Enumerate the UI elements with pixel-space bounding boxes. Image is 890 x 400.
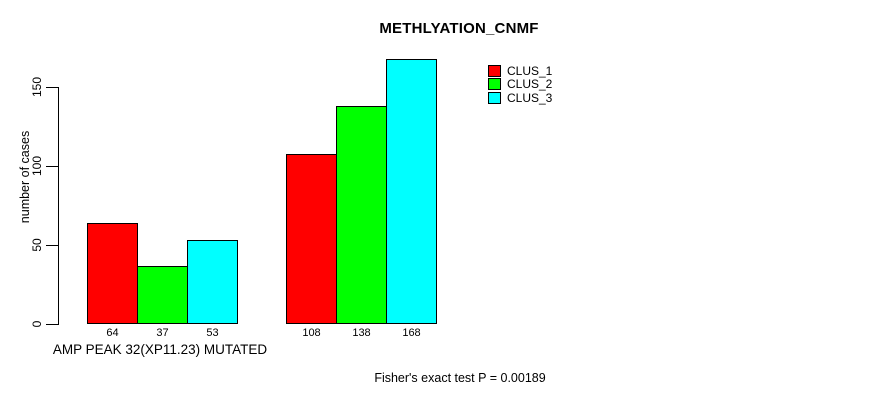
- bar-clus_1-group-1: [87, 223, 138, 324]
- bar-clus_3-group-2: [386, 59, 437, 324]
- y-tick-mark: [46, 166, 58, 167]
- legend-item-clus_3: CLUS_3: [488, 91, 552, 105]
- bar-value-label: 37: [156, 327, 169, 339]
- y-tick-mark: [46, 245, 58, 246]
- y-axis-label: number of cases: [18, 130, 32, 224]
- legend-swatch-icon: [488, 91, 501, 104]
- legend: CLUS_1 CLUS_2 CLUS_3: [488, 64, 552, 105]
- bar-clus_2-group-2: [336, 106, 387, 324]
- y-tick-label: 100: [30, 155, 44, 177]
- y-axis-line: [58, 87, 59, 325]
- y-tick-mark: [46, 324, 58, 325]
- legend-label: CLUS_3: [507, 90, 553, 105]
- bar-value-label: 138: [352, 327, 371, 339]
- y-tick-mark: [46, 87, 58, 88]
- y-tick-label: 50: [30, 238, 44, 252]
- legend-swatch-icon: [488, 78, 501, 91]
- bar-value-label: 53: [206, 327, 219, 339]
- y-tick-label: 0: [30, 320, 44, 328]
- bar-value-label: 168: [402, 327, 421, 339]
- legend-swatch-icon: [488, 64, 501, 77]
- legend-label: CLUS_2: [507, 77, 553, 92]
- bar-value-label: 64: [106, 327, 119, 339]
- bar-clus_2-group-1: [137, 266, 188, 324]
- legend-item-clus_1: CLUS_1: [488, 64, 552, 78]
- bar-clus_1-group-2: [286, 154, 337, 324]
- legend-label: CLUS_1: [507, 63, 553, 78]
- y-tick-label: 150: [30, 76, 44, 98]
- bar-value-label: 108: [302, 327, 321, 339]
- legend-item-clus_2: CLUS_2: [488, 77, 553, 92]
- bar-clus_3-group-1: [187, 240, 238, 324]
- chart-title: METHLYATION_CNMF: [379, 20, 539, 37]
- x-axis-label: AMP PEAK 32(XP11.23) MUTATED: [52, 342, 268, 357]
- fisher-test-caption: Fisher's exact test P = 0.00189: [374, 371, 546, 385]
